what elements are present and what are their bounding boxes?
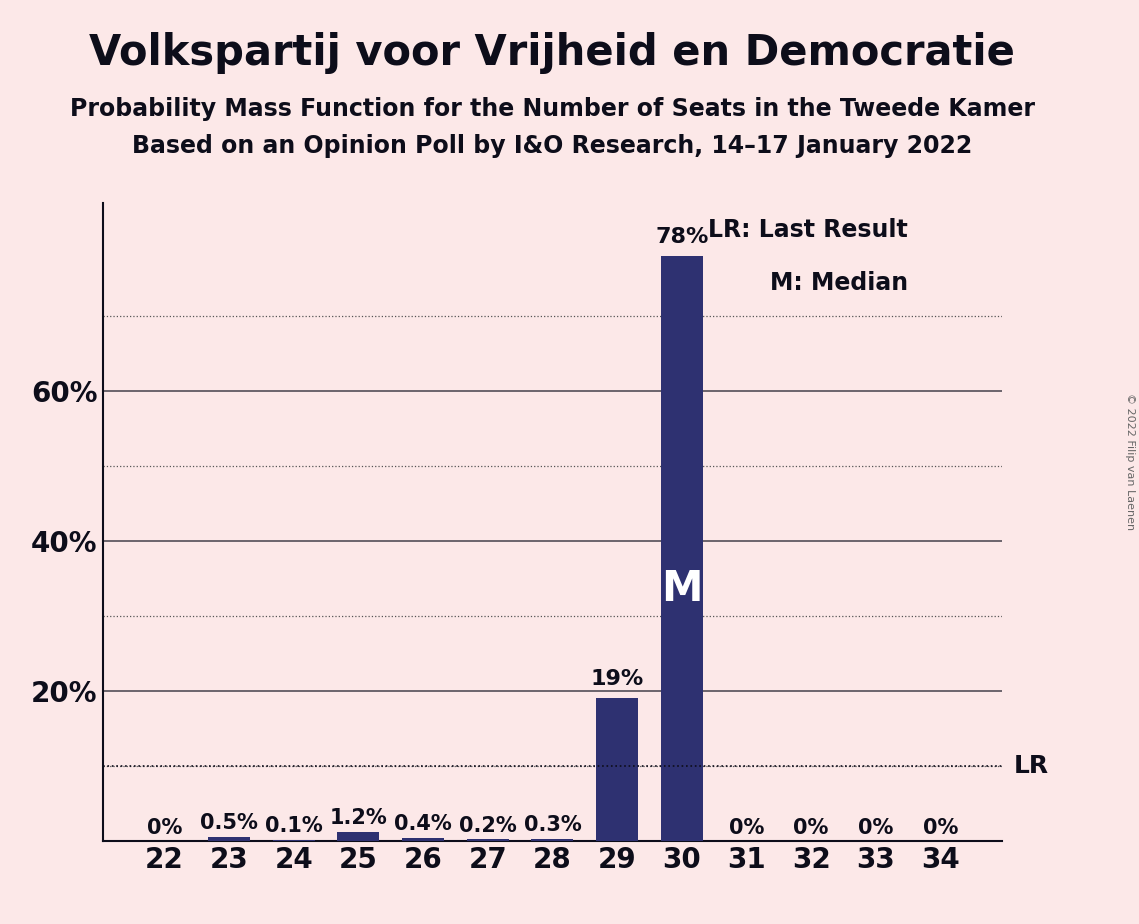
Text: 1.2%: 1.2% [329, 808, 387, 828]
Text: Based on an Opinion Poll by I&O Research, 14–17 January 2022: Based on an Opinion Poll by I&O Research… [132, 134, 973, 158]
Bar [596, 699, 638, 841]
Text: Probability Mass Function for the Number of Seats in the Tweede Kamer: Probability Mass Function for the Number… [69, 97, 1035, 121]
Text: 0%: 0% [729, 818, 764, 838]
Text: 0%: 0% [147, 818, 182, 838]
Bar [402, 838, 444, 841]
Text: 0%: 0% [858, 818, 893, 838]
Text: M: M [661, 568, 703, 610]
Text: 0.5%: 0.5% [200, 813, 259, 833]
Text: Volkspartij voor Vrijheid en Democratie: Volkspartij voor Vrijheid en Democratie [90, 32, 1015, 74]
Bar [208, 837, 251, 841]
Bar [337, 832, 379, 841]
Bar [661, 256, 703, 841]
Text: 0.3%: 0.3% [524, 815, 581, 835]
Bar [532, 839, 573, 841]
Text: LR: LR [1014, 754, 1049, 778]
Bar [467, 839, 509, 841]
Text: 0.2%: 0.2% [459, 816, 517, 835]
Text: 0.4%: 0.4% [394, 814, 452, 834]
Text: 0.1%: 0.1% [265, 816, 322, 836]
Text: © 2022 Filip van Laenen: © 2022 Filip van Laenen [1125, 394, 1134, 530]
Text: M: Median: M: Median [770, 271, 908, 295]
Text: 19%: 19% [590, 669, 644, 689]
Text: LR: Last Result: LR: Last Result [708, 218, 908, 242]
Text: 0%: 0% [794, 818, 829, 838]
Text: 0%: 0% [923, 818, 958, 838]
Text: 78%: 78% [655, 226, 708, 247]
